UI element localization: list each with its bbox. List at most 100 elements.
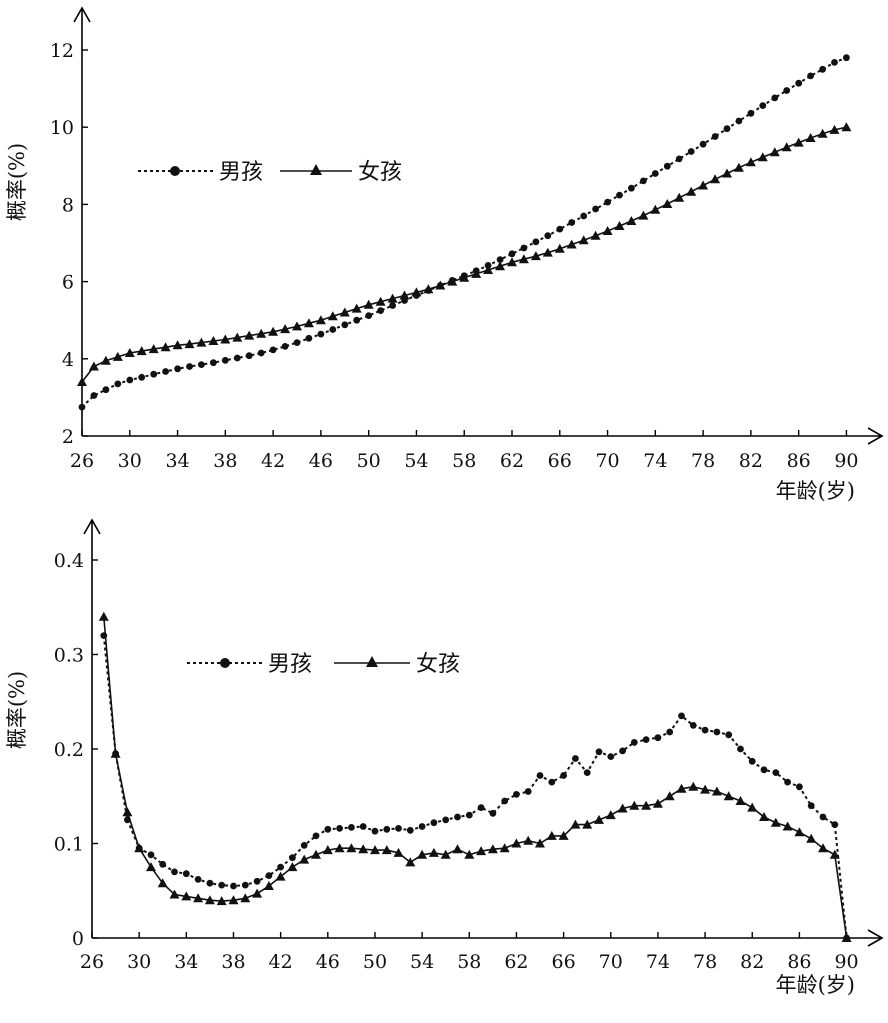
bottom-girls-data-point <box>322 845 333 855</box>
bottom-girls-data-point <box>98 611 109 621</box>
top-boys-data-point <box>640 177 647 185</box>
bottom-x-tick-label: 58 <box>457 951 481 973</box>
top-boys-data-point <box>819 65 826 73</box>
top-girls-data-point <box>208 336 219 345</box>
top-girls-data-point <box>662 199 673 208</box>
top-boys-data-point <box>795 79 803 87</box>
top-girls-data-point <box>172 340 183 350</box>
top-boys-data-point <box>269 346 277 354</box>
top-girls-data-point <box>423 284 434 294</box>
bottom-girls-data-point <box>617 803 628 813</box>
top-girls-data-point <box>686 186 697 196</box>
top-x-tick-label: 34 <box>165 450 189 472</box>
bottom-boys-data-point <box>784 778 791 786</box>
top-girls-data-point <box>554 243 565 253</box>
top-girls-data-point <box>578 235 589 245</box>
top-y-tick-label: 2 <box>62 426 74 448</box>
top-girls-data-point <box>722 168 732 178</box>
bottom-boys-data-point <box>796 783 803 791</box>
bottom-series-group <box>98 611 852 942</box>
top-girls-data-point <box>88 361 99 371</box>
bottom-boys-data-point <box>572 755 579 762</box>
top-boys-data-point <box>102 386 110 394</box>
top-x-tick-label: 58 <box>452 450 476 472</box>
top-girls-data-point <box>530 251 541 261</box>
bottom-boys-data-point <box>230 882 237 890</box>
bottom-girls-data-point <box>405 857 416 867</box>
top-girls-data-point <box>757 152 768 162</box>
bottom-girls-data-point <box>829 849 840 859</box>
top-boys-data-point <box>126 376 134 384</box>
bottom-girls-data-point <box>499 843 510 853</box>
top-legend-boys-marker <box>170 166 180 176</box>
bottom-boys-data-point <box>536 772 544 779</box>
bottom-x-tick-label: 30 <box>127 951 151 973</box>
bottom-girls-data-point <box>204 895 215 905</box>
top-axes <box>73 6 884 445</box>
bottom-boys-data-point <box>807 802 815 810</box>
bottom-girls-data-point <box>181 891 192 901</box>
bottom-girls-data-point <box>818 843 828 853</box>
bottom-girls-data-point <box>723 791 734 801</box>
top-girls-data-point <box>351 303 362 313</box>
top-boys-data-point <box>150 370 158 378</box>
bottom-girls-data-point <box>641 800 652 810</box>
bottom-boys-data-point <box>194 876 202 883</box>
bottom-boys-data-point <box>630 739 638 746</box>
top-girls-data-point <box>698 180 709 190</box>
bottom-x-tick-label: 82 <box>740 951 764 973</box>
top-boys-data-point <box>711 133 719 140</box>
top-boys-data-point <box>675 155 683 163</box>
bottom-x-tick-label: 46 <box>316 951 340 973</box>
top-boys-data-point <box>616 191 623 199</box>
bottom-boys-data-point <box>831 821 839 828</box>
bottom-girls-data-point <box>476 846 487 856</box>
top-boys-data-point <box>305 334 313 342</box>
bottom-boys-data-point <box>642 736 650 743</box>
top-girls-data-point <box>483 265 494 274</box>
top-boys-data-point <box>174 365 182 373</box>
bottom-girls-data-point <box>452 844 463 854</box>
bottom-boys-data-point <box>583 769 591 776</box>
top-boys-data-point <box>628 184 635 192</box>
bottom-x-tick-label: 54 <box>410 951 434 973</box>
top-x-tick-label: 38 <box>213 450 237 472</box>
bottom-boys-data-point <box>513 791 520 798</box>
top-girls-data-point <box>292 321 302 331</box>
bottom-x-tick-label: 38 <box>221 951 245 973</box>
top-girls-data-point <box>375 296 386 306</box>
bottom-girls-data-point <box>464 849 475 859</box>
top-girls-data-point <box>781 142 792 152</box>
bottom-girls-data-point <box>381 845 392 855</box>
top-boys-data-point <box>210 359 217 367</box>
top-boys-data-point <box>245 352 253 360</box>
bottom-girls-data-point <box>169 889 180 899</box>
bottom-boys-data-point <box>524 788 532 795</box>
bottom-x-tick-label: 26 <box>80 951 104 973</box>
bottom-girls-data-point <box>358 844 369 854</box>
bottom-boys-data-point <box>748 757 756 765</box>
bottom-boys-data-point <box>289 854 296 862</box>
bottom-chart: 26 30 34 38 42 46 50 54 58 62 66 70 74 78 82 86 90 00.10… <box>5 518 884 997</box>
top-x-tick-label: 74 <box>643 450 667 472</box>
bottom-x-arrow <box>867 929 884 947</box>
top-boys-data-point <box>257 349 265 357</box>
top-x-tick-label: 86 <box>787 450 811 472</box>
bottom-y-tick-label: 0.2 <box>54 739 84 761</box>
bottom-x-axis-label: 年龄(岁) <box>776 973 855 997</box>
top-girls-data-point <box>256 328 267 338</box>
bottom-girls-data-point <box>747 802 758 812</box>
bottom-y-tick-label: 0.1 <box>54 834 84 856</box>
top-x-ticks: 26 30 34 38 42 46 50 54 58 62 66 70 74 78 82 86 90 <box>70 430 859 472</box>
top-boys-data-point <box>186 363 193 370</box>
bottom-boys-data-point <box>454 813 461 821</box>
top-x-tick-label: 70 <box>595 450 619 472</box>
top-boys-data-point <box>233 354 241 362</box>
bottom-boys-data-point <box>265 872 273 879</box>
top-girls-data-point <box>220 334 231 344</box>
top-boys-data-point <box>783 87 791 94</box>
top-boys-data-point <box>687 148 695 155</box>
bottom-boys-data-point <box>395 825 402 832</box>
top-boys-data-point <box>831 59 838 66</box>
bottom-girls-data-point <box>806 833 817 843</box>
